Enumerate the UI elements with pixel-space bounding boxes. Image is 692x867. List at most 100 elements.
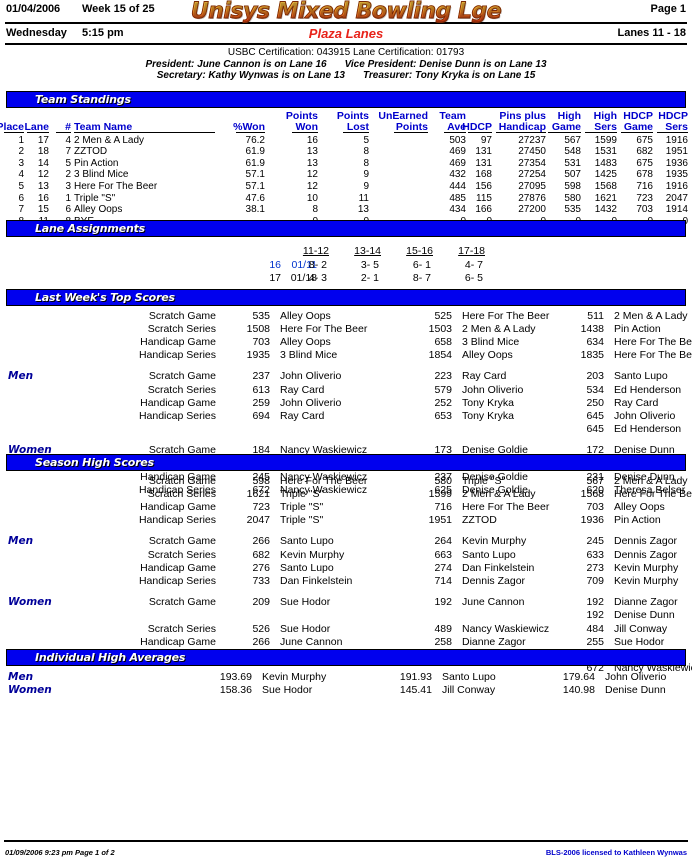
section-header-lane-assignments: Lane Assignments: [6, 219, 686, 237]
season-high-scores-table: Scratch Game 598 Here For The Beer 580 Tripl…: [4, 471, 692, 675]
column-underline: [394, 131, 428, 133]
season-men-value-3: 633: [586, 548, 604, 561]
standings-high-series: 1531: [594, 146, 617, 158]
column-underline: [444, 131, 466, 133]
last-week-team-name-1: 3 Blind Mice: [280, 349, 338, 362]
avg-women-value-2: 145.41: [399, 683, 432, 696]
season-women-row-label: Handicap Game: [140, 635, 216, 648]
lane-assign-matchup: 4- 7: [464, 258, 483, 271]
last-week-men-name-1: John Oliverio: [280, 396, 342, 409]
season-team-value-3: 1936: [580, 514, 604, 527]
standings-high-game: 598: [564, 180, 581, 192]
standings-high-series: 1483: [594, 157, 617, 169]
last-week-team-value-3: 511: [587, 309, 604, 322]
section-title: Lane Assignments: [35, 221, 145, 235]
standings-lane: 17: [37, 134, 49, 146]
standings-pins-plus-handicap: 27095: [518, 180, 546, 192]
standings-high-game: 507: [564, 169, 581, 181]
last-week-women-value-2: 625: [434, 483, 452, 496]
last-week-men-name-1: Ray Card: [280, 409, 325, 422]
last-week-team-row-label: Scratch Series: [147, 322, 216, 335]
season-team-name-1: Here For The Beer: [280, 474, 368, 487]
league-day: Wednesday: [6, 27, 67, 39]
standings-pins-plus-handicap: 27450: [518, 146, 546, 158]
last-week-women-row-label: Handicap Game: [140, 470, 216, 483]
last-week-team-value-1: 1935: [246, 349, 270, 362]
last-week-team-name-1: Alley Oops: [280, 335, 331, 348]
last-week-women-name-1: Nancy Waskiewicz: [280, 444, 368, 457]
standings-pct-won: 57.1: [245, 180, 265, 192]
season-men-value-1: 266: [252, 535, 270, 548]
column-underline: [621, 131, 653, 133]
season-men-value-2: 264: [434, 535, 452, 548]
season-women-row-label: Scratch Series: [147, 622, 216, 635]
season-women-value-1: 266: [252, 635, 270, 648]
last-week-men-name-2: Tony Kryka: [462, 396, 514, 409]
standings-pins-plus-handicap: 27200: [518, 204, 546, 216]
last-week-team-name-2: 2 Men & A Lady: [462, 322, 536, 335]
certification-line: USBC Certification: 043915 Lane Certific…: [227, 47, 465, 58]
season-men-row-label: Handicap Series: [138, 574, 216, 587]
secretary-label: Secretary: Kathy Wynwas is on Lane 13: [156, 70, 345, 81]
standings-team-name: Triple "S": [74, 192, 116, 204]
season-men-name-3: Dennis Zagor: [614, 535, 678, 548]
season-men-name-3: Kevin Murphy: [614, 574, 679, 587]
officers-line-1: President: June Cannon is on Lane 16 Vice…: [4, 59, 688, 71]
last-week-women-value-1: 672: [252, 483, 270, 496]
report-date: 01/04/2006: [6, 3, 60, 15]
season-men-value-2: 663: [434, 548, 452, 561]
last-week-women-name-2: Denise Goldie: [462, 483, 528, 496]
section-title: Team Standings: [35, 92, 131, 106]
avg-women-value-3: 140.98: [562, 683, 595, 696]
standings-hdcp: 97: [480, 134, 492, 146]
season-team-name-2: ZZTOD: [462, 514, 497, 527]
column-header: Game: [551, 120, 581, 133]
last-week-women-value-3: 620: [586, 483, 604, 496]
standings-points-won: 13: [306, 157, 318, 169]
report-header-second: Wednesday 5:15 pm Plaza Lanes Lanes 11 -…: [4, 24, 688, 43]
last-week-team-name-3: Here For The Beer: [614, 349, 692, 362]
last-week-women-name-1: Nancy Waskiewicz: [280, 483, 368, 496]
standings-hdcp-game: 675: [636, 134, 653, 146]
season-men-value-1: 682: [252, 548, 270, 561]
league-title: Unisys Mixed Bowling Lge: [4, 0, 688, 24]
standings-team-number: 3: [65, 180, 71, 192]
last-week-team-name-3: Here For The Beer: [614, 335, 692, 348]
last-week-scores-table: Scratch Game 535 Alley Oops 525 Here For The…: [4, 306, 692, 496]
season-men-value-1: 733: [252, 574, 270, 587]
section-header-team-standings: Team Standings: [6, 90, 686, 108]
column-header-top: Points: [285, 109, 318, 122]
season-women-value-3: 192: [586, 609, 604, 622]
season-women-value-2: 489: [434, 622, 452, 635]
report-header-top: 01/04/2006 Week 15 of 25 Unisys Mixed Bo…: [4, 0, 688, 24]
last-week-men-name-1: Ray Card: [280, 383, 325, 396]
lane-assign-matchup: 8- 7: [412, 271, 431, 284]
season-women-name-2: June Cannon: [462, 596, 525, 609]
standings-pct-won: 38.1: [245, 204, 265, 216]
column-header-team-name: Team Name: [74, 120, 133, 133]
standings-pct-won: 61.9: [245, 146, 265, 158]
standings-hdcp-series: 1951: [665, 146, 688, 158]
standings-team-ave: 469: [449, 157, 466, 169]
last-week-women-value-2: 173: [434, 444, 452, 457]
season-team-value-1: 1621: [246, 487, 270, 500]
season-men-value-3: 245: [586, 535, 604, 548]
last-week-men-value-2: 223: [434, 370, 452, 383]
last-week-women-name-2: Denise Goldie: [462, 470, 528, 483]
standings-lane: 15: [37, 204, 49, 216]
season-men-name-2: Dennis Zagor: [462, 574, 526, 587]
season-women-value-1: 526: [252, 622, 270, 635]
season-team-name-2: 2 Men & A Lady: [462, 487, 536, 500]
last-week-team-name-2: 3 Blind Mice: [462, 335, 520, 348]
season-team-value-1: 723: [252, 500, 270, 513]
season-team-row-label: Scratch Game: [148, 474, 216, 487]
season-men-value-2: 714: [434, 574, 452, 587]
section-title: Season High Scores: [35, 455, 154, 469]
last-week-team-name-3: 2 Men & A Lady: [614, 309, 688, 322]
last-week-men-name-2: Ray Card: [462, 370, 507, 383]
season-team-value-2: 580: [434, 474, 452, 487]
last-week-women-name-3: Denise Dunn: [614, 470, 675, 483]
standings-high-series: 1568: [594, 180, 617, 192]
column-underline: [468, 131, 492, 133]
